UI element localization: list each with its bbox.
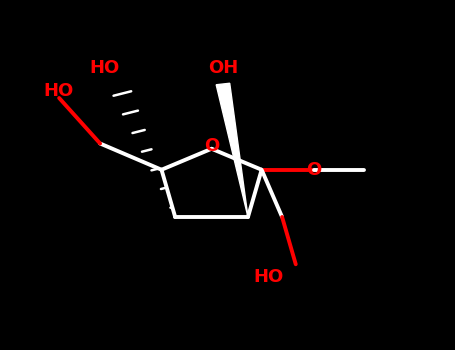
- Text: O: O: [204, 137, 219, 155]
- Text: HO: HO: [253, 267, 283, 286]
- Text: O: O: [306, 161, 322, 179]
- Polygon shape: [216, 83, 248, 217]
- Text: HO: HO: [90, 59, 120, 77]
- Text: HO: HO: [43, 82, 73, 100]
- Text: OH: OH: [208, 59, 238, 77]
